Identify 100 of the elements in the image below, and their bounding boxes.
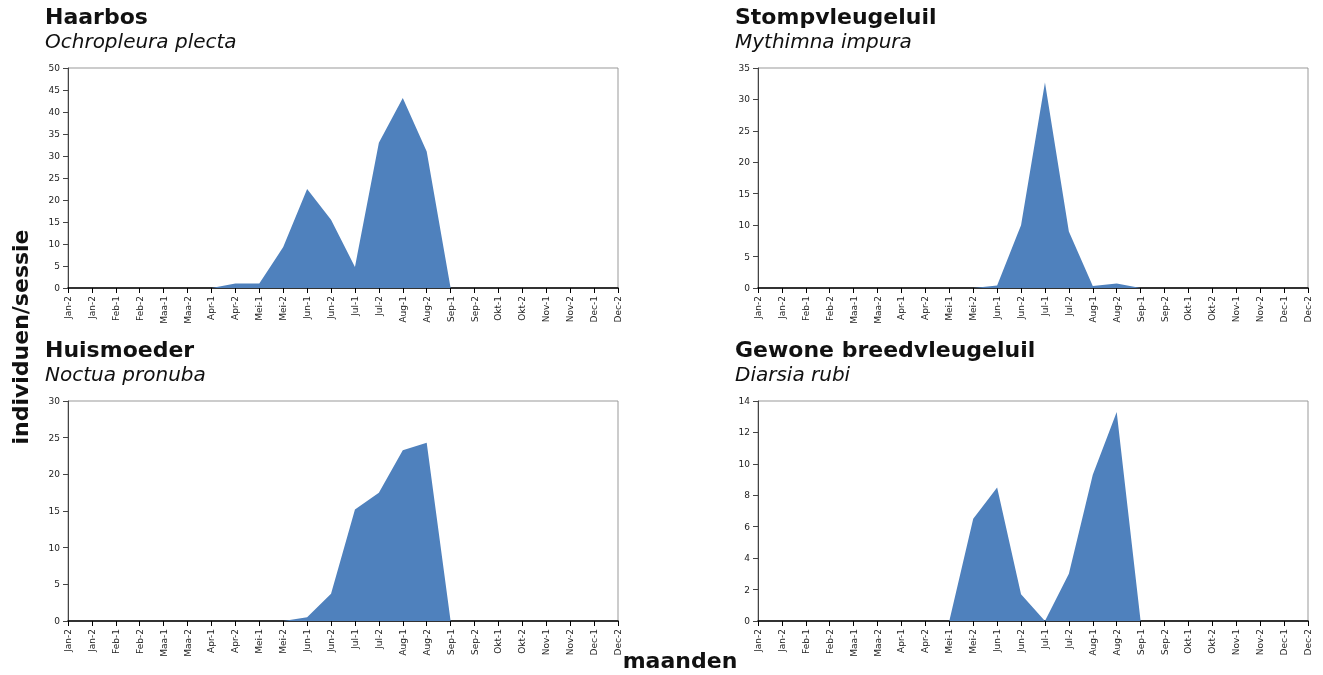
x-tick-label: Mei-2	[278, 296, 289, 321]
x-tick-label: Okt-2	[517, 296, 528, 321]
x-tick-label: Jul-1	[1039, 296, 1050, 317]
x-tick-label: Jul-2	[1063, 296, 1074, 317]
x-tick-label: Apr-1	[206, 296, 217, 320]
y-tick-label: 40	[48, 107, 61, 117]
x-tick-label: Feb-1	[800, 629, 811, 654]
x-tick-label: Jun-2	[1016, 629, 1027, 654]
x-tick-label: Nov-1	[541, 629, 552, 656]
y-tick-label: 35	[48, 129, 60, 139]
x-tick-label: Jun-1	[302, 629, 313, 654]
x-tick-label: Dec-1	[1279, 296, 1290, 323]
x-tick-label: Jan-2	[86, 629, 97, 653]
y-tick-label: 30	[48, 396, 61, 406]
chart-subtitle: Ochropleura plecta	[45, 29, 237, 53]
x-tick-label: Aug-2	[421, 629, 432, 656]
y-tick-label: 0	[54, 616, 61, 626]
y-tick-label: 8	[744, 490, 751, 501]
x-tick-label: Nov-2	[1255, 629, 1266, 656]
y-tick-label: 45	[48, 85, 60, 95]
x-tick-label: Feb-2	[824, 629, 835, 654]
x-tick-label: Jul-2	[373, 296, 384, 317]
y-tick-label: 15	[48, 217, 60, 227]
x-tick-label: Maa-2	[182, 296, 193, 324]
y-tick-label: 50	[48, 63, 61, 73]
chart-subtitle: Diarsia rubi	[735, 362, 851, 386]
x-tick-label: Sep-2	[469, 629, 480, 655]
x-tick-label: Jan-2	[776, 296, 787, 320]
y-axis-title: individuen/sessie	[7, 229, 33, 445]
x-tick-label: Jan-2	[776, 629, 787, 653]
x-tick-label: Apr-2	[230, 296, 241, 320]
x-tick-label: Nov-2	[565, 296, 576, 323]
x-tick-label: Okt-1	[493, 296, 504, 321]
x-tick-label: Nov-2	[565, 629, 576, 656]
chart-title: Haarbos	[45, 3, 148, 29]
x-tick-label: Okt-2	[1207, 629, 1218, 654]
x-axis-title: maanden	[622, 648, 738, 673]
y-tick-label: 5	[54, 261, 60, 271]
x-tick-label: Jan-2	[753, 629, 763, 653]
y-tick-label: 20	[48, 469, 61, 480]
x-tick-label: Feb-1	[110, 629, 121, 654]
x-tick-label: Sep-2	[469, 296, 480, 322]
y-tick-label: 6	[744, 521, 751, 532]
x-tick-label: Jan-2	[63, 629, 73, 653]
x-tick-label: Jun-2	[326, 296, 337, 321]
x-tick-label: Aug-1	[397, 296, 408, 323]
x-tick-label: Jan-2	[63, 296, 73, 320]
x-tick-label: Dec-2	[1303, 629, 1313, 656]
x-tick-label: Aug-2	[421, 296, 432, 323]
y-tick-label: 2	[744, 584, 750, 595]
x-tick-label: Maa-2	[182, 629, 193, 657]
x-tick-label: Feb-2	[134, 296, 145, 321]
x-tick-label: Aug-1	[1087, 296, 1098, 323]
y-tick-label: 25	[48, 432, 60, 443]
x-tick-label: Nov-1	[1231, 629, 1242, 656]
x-tick-label: Dec-1	[1279, 629, 1290, 656]
y-tick-label: 10	[738, 458, 751, 469]
x-tick-label: Aug-2	[1111, 629, 1122, 656]
x-tick-label: Feb-1	[110, 296, 121, 321]
x-tick-label: Sep-1	[445, 629, 456, 655]
x-tick-label: Apr-2	[920, 629, 931, 653]
x-tick-label: Mei-2	[968, 296, 979, 321]
x-tick-label: Dec-2	[613, 296, 623, 323]
y-tick-label: 5	[54, 579, 60, 590]
chart-subtitle: Mythimna impura	[735, 29, 912, 53]
x-tick-label: Sep-1	[1135, 629, 1146, 655]
x-tick-label: Jul-2	[373, 629, 384, 650]
x-tick-label: Feb-2	[824, 296, 835, 321]
x-tick-label: Jul-1	[1039, 629, 1050, 650]
x-tick-label: Maa-1	[848, 296, 859, 324]
x-tick-label: Feb-2	[134, 629, 145, 654]
x-tick-label: Dec-1	[589, 629, 600, 656]
x-tick-label: Mei-1	[944, 629, 955, 654]
x-tick-label: Aug-2	[1111, 296, 1122, 323]
x-tick-label: Feb-1	[800, 296, 811, 321]
y-tick-label: 30	[738, 94, 751, 105]
x-tick-label: Okt-1	[1183, 629, 1194, 654]
x-tick-label: Okt-2	[517, 629, 528, 654]
chart-subtitle: Noctua pronuba	[45, 362, 206, 386]
x-tick-label: Mei-1	[254, 296, 265, 321]
y-tick-label: 0	[744, 616, 751, 626]
x-tick-label: Jul-2	[1063, 629, 1074, 650]
x-tick-label: Mei-1	[254, 629, 265, 654]
x-tick-label: Jun-1	[992, 629, 1003, 654]
x-tick-label: Okt-1	[1183, 296, 1194, 321]
y-tick-label: 0	[744, 283, 751, 293]
x-tick-label: Maa-1	[848, 629, 859, 657]
x-tick-label: Mei-2	[278, 629, 289, 654]
y-tick-label: 12	[738, 427, 750, 438]
y-tick-label: 10	[738, 220, 751, 231]
x-tick-label: Dec-2	[613, 629, 623, 656]
y-tick-label: 20	[738, 157, 751, 168]
x-tick-label: Okt-2	[1207, 296, 1218, 321]
x-tick-label: Jun-2	[326, 629, 337, 654]
chart-title: Huismoeder	[45, 336, 195, 362]
x-tick-label: Jun-1	[992, 296, 1003, 321]
x-tick-label: Okt-1	[493, 629, 504, 654]
x-tick-label: Maa-1	[158, 629, 169, 657]
y-tick-label: 15	[738, 188, 750, 199]
x-tick-label: Dec-2	[1303, 296, 1313, 323]
